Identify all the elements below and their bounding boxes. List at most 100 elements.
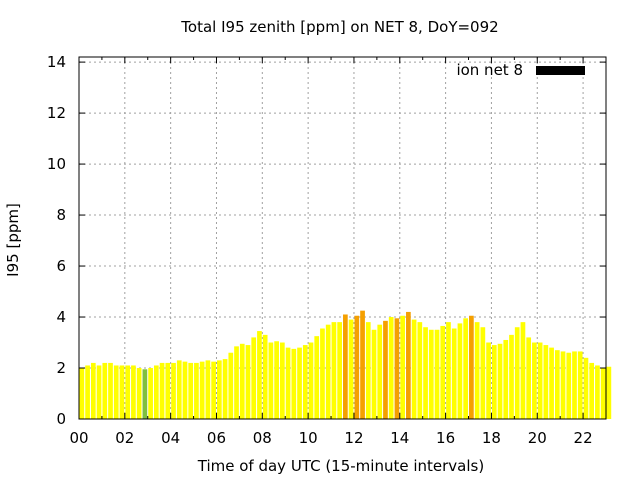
bar — [572, 351, 577, 419]
bar — [113, 365, 119, 419]
bar — [566, 352, 572, 419]
plot-frame — [78, 56, 607, 420]
x-tick-label: 00 — [69, 429, 88, 447]
bar — [280, 342, 285, 419]
bar — [325, 324, 331, 419]
bar — [480, 327, 486, 419]
bar — [291, 348, 297, 419]
bar — [153, 365, 159, 419]
bar — [119, 365, 125, 419]
y-tick-label: 2 — [56, 359, 66, 377]
bar — [509, 334, 514, 419]
bar — [337, 322, 342, 419]
bar — [577, 351, 583, 419]
bar — [234, 346, 239, 419]
bar — [428, 329, 434, 419]
bar — [159, 362, 165, 419]
bar — [446, 322, 451, 419]
bar — [136, 368, 142, 419]
bar — [451, 328, 457, 419]
bar — [537, 342, 543, 419]
bar — [108, 362, 113, 419]
bar — [331, 322, 337, 419]
x-tick-label: 18 — [482, 429, 501, 447]
bar — [514, 327, 520, 419]
bar — [526, 337, 532, 419]
y-ticks: 0 2 4 6 8 10 12 14 — [47, 53, 606, 428]
bar — [463, 318, 469, 419]
bar — [411, 319, 417, 419]
x-ticks: 00 02 04 06 08 10 12 14 16 18 20 22 — [69, 57, 593, 447]
legend-swatch — [536, 66, 585, 75]
bar — [554, 350, 560, 419]
x-tick-label: 22 — [574, 429, 593, 447]
bar — [285, 347, 291, 419]
chart-title: Total I95 zenith [ppm] on NET 8, DoY=092 — [180, 18, 498, 36]
bar — [589, 362, 595, 419]
bar — [194, 362, 199, 419]
bar — [360, 310, 365, 419]
y-tick-label: 14 — [47, 53, 66, 71]
bar — [274, 341, 279, 419]
bar — [148, 368, 153, 419]
bar — [457, 323, 463, 419]
bar — [434, 329, 440, 419]
y-axis-label: I95 [ppm] — [4, 203, 22, 277]
bar — [222, 359, 228, 419]
bar — [176, 360, 182, 419]
bar — [302, 345, 308, 419]
y-tick-label: 0 — [56, 410, 66, 428]
bar — [182, 361, 188, 419]
bar — [188, 362, 194, 419]
bar — [377, 324, 383, 419]
x-tick-label: 16 — [436, 429, 455, 447]
bar — [96, 365, 102, 419]
bar — [90, 362, 96, 419]
x-tick-label: 02 — [115, 429, 134, 447]
bar — [503, 339, 509, 419]
bar — [543, 345, 549, 419]
bar — [245, 345, 251, 419]
bar — [469, 315, 474, 419]
bar — [600, 368, 606, 419]
x-tick-label: 06 — [207, 429, 226, 447]
bar — [549, 347, 554, 419]
bar — [268, 342, 274, 419]
bar — [199, 361, 205, 419]
bar — [388, 317, 394, 419]
bar — [79, 368, 85, 419]
y-tick-label: 6 — [56, 257, 66, 275]
bar — [239, 343, 245, 419]
bar — [308, 342, 314, 419]
bar — [400, 315, 405, 419]
bar — [85, 365, 90, 419]
bar — [406, 311, 411, 419]
bar — [211, 361, 216, 419]
bar — [165, 362, 171, 419]
bars — [79, 310, 612, 419]
bar — [125, 365, 131, 419]
bar — [171, 362, 176, 419]
y-tick-label: 12 — [47, 104, 66, 122]
legend: ion net 8 — [456, 61, 585, 79]
bar — [257, 331, 262, 419]
bar — [251, 337, 257, 419]
bar — [520, 322, 526, 419]
bar — [486, 342, 491, 419]
y-tick-label: 8 — [56, 206, 66, 224]
x-tick-label: 10 — [299, 429, 318, 447]
bar — [320, 328, 325, 419]
bar — [354, 315, 360, 419]
bar — [606, 366, 612, 419]
x-tick-label: 04 — [161, 429, 180, 447]
bar — [532, 342, 537, 419]
bar — [371, 329, 377, 419]
bar — [417, 322, 423, 419]
bar — [440, 325, 446, 419]
bar — [228, 352, 234, 419]
bar — [394, 318, 400, 419]
x-axis-label: Time of day UTC (15-minute intervals) — [197, 457, 484, 475]
y-tick-label: 10 — [47, 155, 66, 173]
bar — [497, 343, 503, 419]
